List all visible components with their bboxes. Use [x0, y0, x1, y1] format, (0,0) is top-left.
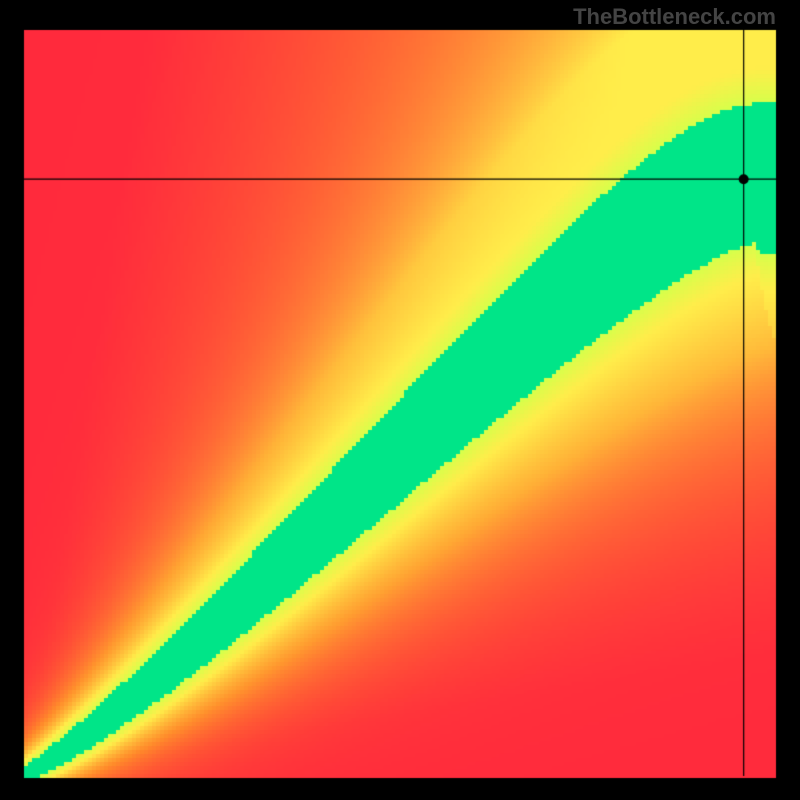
watermark-text: TheBottleneck.com [573, 4, 776, 30]
bottleneck-heatmap-canvas [0, 0, 800, 800]
chart-container: TheBottleneck.com [0, 0, 800, 800]
